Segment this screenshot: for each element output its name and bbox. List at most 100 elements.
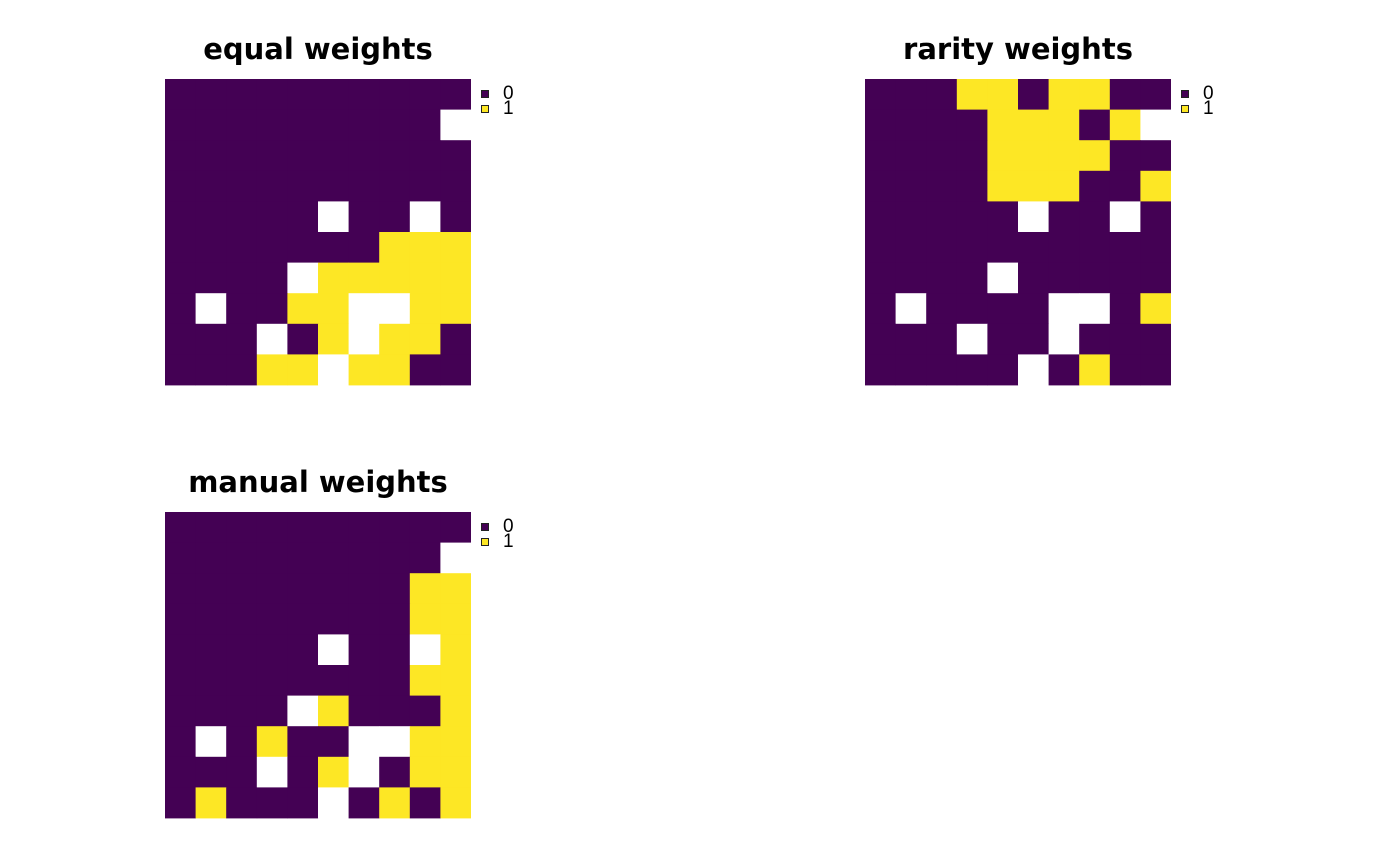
heatmap-cell-r0-c8 (1109, 79, 1141, 110)
heatmap-cell-r8-c1 (195, 323, 227, 355)
heatmap-cell-r5-c6 (348, 665, 380, 696)
heatmap-cell-r4-c9 (440, 634, 471, 666)
heatmap-cell-r5-c7 (379, 232, 411, 263)
heatmap-cell-r8-c1 (195, 756, 227, 788)
heatmap-cell-r2-c8 (409, 140, 441, 172)
heatmap-cell-r3-c5 (318, 170, 349, 202)
heatmap-cell-r5-c4 (287, 232, 319, 263)
heatmap-cell-r9-c4 (287, 787, 319, 819)
heatmap-cell-r3-c0 (165, 170, 196, 202)
heatmap-cell-r6-c9 (1140, 262, 1171, 294)
heatmap-cell-r1-c2 (226, 542, 258, 574)
heatmap-cell-r4-c7 (1079, 201, 1111, 233)
heatmap-cell-r3-c4 (987, 170, 1019, 202)
heatmap-cell-r6-c8 (1109, 262, 1141, 294)
heatmap-cell-r1-c2 (926, 109, 958, 141)
heatmap-cell-r1-c0 (165, 109, 196, 141)
heatmap-cell-r2-c7 (379, 573, 411, 605)
heatmap-cell-r9-c8 (1109, 354, 1141, 386)
heatmap-cell-r1-c7 (379, 542, 411, 574)
heatmap-cell-r2-c4 (287, 573, 319, 605)
heatmap-cell-r9-c3 (256, 787, 288, 819)
heatmap-cell-r5-c0 (165, 665, 196, 696)
heatmap-cell-r6-c3 (256, 695, 288, 727)
heatmap-cell-r2-c2 (226, 573, 258, 605)
heatmap-cell-r5-c9 (440, 665, 471, 696)
heatmap-cell-r3-c4 (287, 603, 319, 635)
heatmap-cell-r4-c7 (379, 201, 411, 233)
heatmap-cell-r6-c4 (287, 695, 319, 727)
heatmap-cell-r9-c0 (165, 787, 196, 819)
heatmap-cell-r8-c6 (348, 323, 380, 355)
legend-key-1 (481, 538, 489, 546)
heatmap-cell-r1-c7 (1079, 109, 1111, 141)
legend-key-1 (1181, 105, 1189, 113)
heatmap-cell-r5-c6 (348, 232, 380, 263)
heatmap-cell-r7-c8 (409, 293, 441, 325)
heatmap-cell-r7-c0 (865, 293, 896, 325)
heatmap-cell-r4-c7 (379, 634, 411, 666)
heatmap-cell-r5-c8 (1109, 232, 1141, 263)
heatmap-cell-r7-c1 (895, 293, 927, 325)
heatmap-cell-r5-c3 (256, 232, 288, 263)
heatmap-cell-r2-c6 (348, 573, 380, 605)
heatmap-cell-r7-c8 (1109, 293, 1141, 325)
heatmap-cell-r3-c9 (440, 170, 471, 202)
heatmap-cell-r7-c2 (226, 293, 258, 325)
legend-item-0: 0 (1181, 84, 1231, 104)
heatmap-cell-r6-c5 (318, 695, 349, 727)
heatmap-cell-r2-c2 (926, 140, 958, 172)
heatmap-cell-r7-c7 (1079, 293, 1111, 325)
heatmap-cell-r6-c7 (379, 695, 411, 727)
heatmap-cell-r5-c1 (195, 665, 227, 696)
heatmap-cell-r9-c4 (287, 354, 319, 386)
heatmap-cell-r9-c7 (379, 787, 411, 819)
heatmap-cell-r5-c2 (226, 665, 258, 696)
heatmap-cell-r3-c7 (379, 603, 411, 635)
heatmap-cell-r0-c8 (409, 512, 441, 543)
heatmap-cell-r4-c4 (287, 634, 319, 666)
heatmap-cell-r0-c8 (409, 79, 441, 110)
heatmap-cell-r3-c2 (226, 603, 258, 635)
heatmap-cell-r2-c7 (1079, 140, 1111, 172)
heatmap-cell-r5-c8 (409, 665, 441, 696)
heatmap-cell-r1-c4 (287, 542, 319, 574)
heatmap-cell-r9-c1 (895, 354, 927, 386)
heatmap-cell-r4-c6 (348, 634, 380, 666)
heatmap-cell-r5-c4 (287, 665, 319, 696)
heatmap-cell-r0-c9 (440, 79, 471, 110)
heatmap-cell-r5-c6 (1048, 232, 1080, 263)
heatmap-cell-r6-c6 (1048, 262, 1080, 294)
heatmap-equal-weights (165, 79, 471, 386)
heatmap-cell-r6-c0 (865, 262, 896, 294)
heatmap-cell-r6-c9 (440, 262, 471, 294)
heatmap-cell-r1-c6 (1048, 109, 1080, 141)
heatmap-cell-r4-c8 (409, 634, 441, 666)
legend-key-0 (481, 90, 489, 98)
heatmap-cell-r6-c4 (987, 262, 1019, 294)
heatmap-cell-r8-c7 (379, 756, 411, 788)
heatmap-cell-r2-c4 (287, 140, 319, 172)
heatmap-cell-r8-c6 (348, 756, 380, 788)
heatmap-cell-r6-c6 (348, 262, 380, 294)
heatmap-cell-r9-c7 (379, 354, 411, 386)
heatmap-cell-r2-c5 (318, 573, 349, 605)
heatmap-cell-r3-c9 (440, 603, 471, 635)
heatmap-cell-r1-c8 (409, 542, 441, 574)
heatmap-cell-r8-c4 (287, 323, 319, 355)
heatmap-cell-r5-c5 (318, 232, 349, 263)
heatmap-cell-r1-c3 (956, 109, 988, 141)
heatmap-cell-r5-c2 (926, 232, 958, 263)
heatmap-cell-r7-c0 (165, 293, 196, 325)
heatmap-cell-r4-c9 (1140, 201, 1171, 233)
heatmap-cell-r5-c0 (165, 232, 196, 263)
heatmap-cell-r7-c3 (956, 293, 988, 325)
heatmap-cell-r1-c3 (256, 542, 288, 574)
heatmap-cell-r5-c3 (956, 232, 988, 263)
heatmap-cell-r7-c4 (287, 726, 319, 758)
heatmap-cell-r7-c4 (987, 293, 1019, 325)
heatmap-cell-r6-c1 (895, 262, 927, 294)
heatmap-cell-r2-c1 (895, 140, 927, 172)
heatmap-cell-r3-c1 (195, 170, 227, 202)
heatmap-cell-r3-c8 (1109, 170, 1141, 202)
